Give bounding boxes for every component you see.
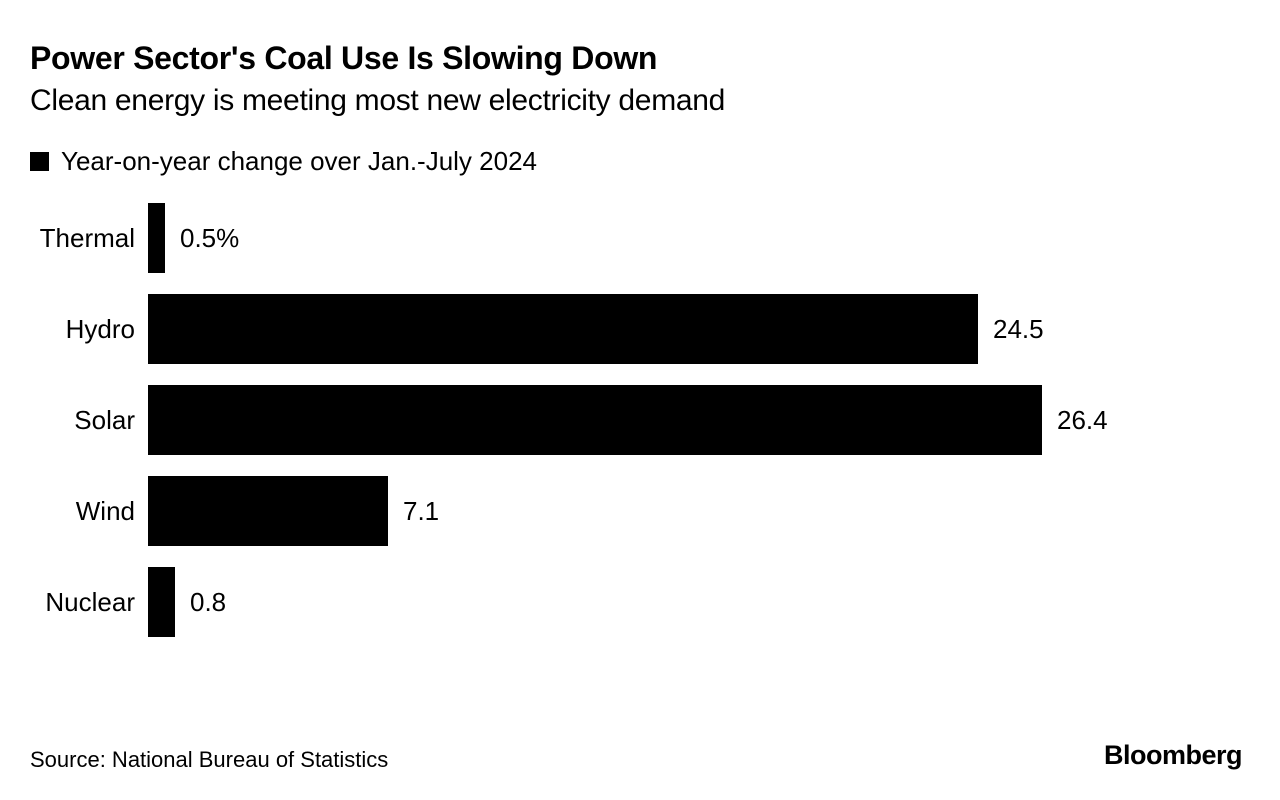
bar-row-hydro: Hydro 24.5 [30,294,1250,364]
value-label-nuclear: 0.8 [190,586,227,617]
legend-square-icon [30,152,49,171]
category-label-wind: Wind [75,495,135,526]
value-label-thermal: 0.5% [180,222,240,253]
category-label-solar: Solar [74,404,135,435]
bar-row-wind: Wind 7.1 [30,476,1250,546]
value-label-solar: 26.4 [1057,404,1108,435]
bar-hydro [148,294,978,364]
bar-chart: Thermal 0.5% Hydro 24.5 Solar 26.4 Wind 7.1 Nucl… [30,203,1250,637]
legend: Year-on-year change over Jan.-July 2024 [30,146,537,177]
category-label-hydro: Hydro [65,313,135,344]
bar-solar [148,385,1042,455]
bloomberg-logo: Bloomberg [1103,740,1243,770]
bar-nuclear [148,567,175,637]
bar-row-nuclear: Nuclear 0.8 [30,567,1250,637]
category-label-thermal: Thermal [39,222,135,253]
bar-row-solar: Solar 26.4 [30,385,1250,455]
value-label-hydro: 24.5 [993,313,1044,344]
category-label-nuclear: Nuclear [45,586,135,617]
legend-label: Year-on-year change over Jan.-July 2024 [61,146,537,176]
bar-row-thermal: Thermal 0.5% [30,203,1250,273]
value-label-wind: 7.1 [403,495,440,526]
bar-thermal [148,203,165,273]
bar-wind [148,476,388,546]
chart-subtitle: Clean energy is meeting most new electri… [30,84,726,117]
chart-title: Power Sector's Coal Use Is Slowing Down [30,40,658,76]
source-note: Source: National Bureau of Statistics [30,747,389,772]
